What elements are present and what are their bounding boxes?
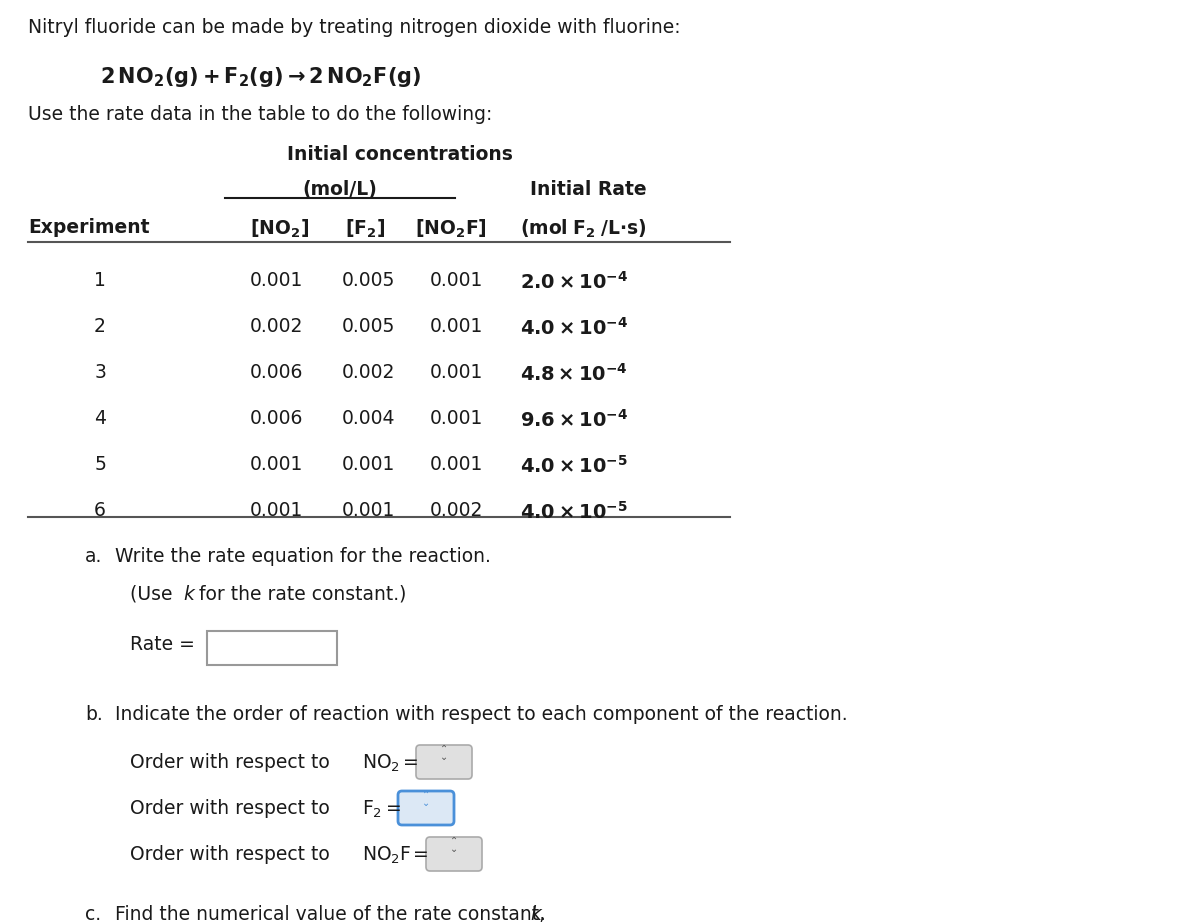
Text: Use the rate data in the table to do the following:: Use the rate data in the table to do the… <box>28 105 492 124</box>
Text: Rate =: Rate = <box>130 635 194 654</box>
Text: 5: 5 <box>94 455 106 474</box>
Text: ⌃
⌄: ⌃ ⌄ <box>422 790 430 809</box>
Text: $\mathbf{9.6\times 10^{-4}}$: $\mathbf{9.6\times 10^{-4}}$ <box>520 409 628 431</box>
Text: 0.005: 0.005 <box>342 271 395 290</box>
Text: $\mathrm{NO_2}$: $\mathrm{NO_2}$ <box>362 753 400 774</box>
Text: $\mathbf{4.0\times 10^{-5}}$: $\mathbf{4.0\times 10^{-5}}$ <box>520 455 628 477</box>
Text: $\mathbf{2\,NO_2(g) + F_2(g) \rightarrow 2\,NO_2F(g)}$: $\mathbf{2\,NO_2(g) + F_2(g) \rightarrow… <box>100 65 421 89</box>
Text: a.: a. <box>85 547 102 566</box>
Text: 0.001: 0.001 <box>430 271 484 290</box>
Text: b.: b. <box>85 705 103 724</box>
Text: Order with respect to: Order with respect to <box>130 753 336 772</box>
Text: $\mathbf{[NO_2]}$: $\mathbf{[NO_2]}$ <box>250 218 310 241</box>
Text: Initial Rate: Initial Rate <box>530 180 647 199</box>
Text: $\mathbf{4.8\times 10^{-4}}$: $\mathbf{4.8\times 10^{-4}}$ <box>520 363 628 384</box>
Text: $\mathbf{(mol\;F_2\;/L{\cdot}s)}$: $\mathbf{(mol\;F_2\;/L{\cdot}s)}$ <box>520 218 647 241</box>
Text: ⌃
⌄: ⌃ ⌄ <box>440 744 448 762</box>
Text: Order with respect to: Order with respect to <box>130 845 336 864</box>
Text: $\mathbf{4.0\times 10^{-4}}$: $\mathbf{4.0\times 10^{-4}}$ <box>520 317 628 339</box>
Text: =: = <box>397 753 419 772</box>
Text: 0.002: 0.002 <box>430 501 484 520</box>
Text: =: = <box>380 799 402 818</box>
Text: 1: 1 <box>94 271 106 290</box>
FancyBboxPatch shape <box>398 791 454 825</box>
Text: 3: 3 <box>94 363 106 382</box>
FancyBboxPatch shape <box>426 837 482 871</box>
Text: ⌃
⌄: ⌃ ⌄ <box>450 836 458 855</box>
Text: 0.001: 0.001 <box>342 455 395 474</box>
Text: Experiment: Experiment <box>28 218 150 237</box>
Text: $\mathbf{4.0\times 10^{-5}}$: $\mathbf{4.0\times 10^{-5}}$ <box>520 501 628 523</box>
Text: for the rate constant.): for the rate constant.) <box>193 585 407 604</box>
Text: 0.001: 0.001 <box>430 409 484 428</box>
Text: Nitryl fluoride can be made by treating nitrogen dioxide with fluorine:: Nitryl fluoride can be made by treating … <box>28 18 680 37</box>
Text: 0.001: 0.001 <box>250 271 304 290</box>
Text: 0.002: 0.002 <box>250 317 304 336</box>
Text: 0.005: 0.005 <box>342 317 395 336</box>
Text: $\mathbf{[NO_2F]}$: $\mathbf{[NO_2F]}$ <box>415 218 487 241</box>
Text: 0.001: 0.001 <box>430 455 484 474</box>
Text: 0.006: 0.006 <box>250 363 304 382</box>
Text: =: = <box>407 845 428 864</box>
FancyBboxPatch shape <box>416 745 472 779</box>
Text: 0.006: 0.006 <box>250 409 304 428</box>
Text: Find the numerical value of the rate constant,: Find the numerical value of the rate con… <box>115 905 551 922</box>
Text: .: . <box>540 905 546 922</box>
Text: 0.001: 0.001 <box>430 363 484 382</box>
Text: 6: 6 <box>94 501 106 520</box>
Text: k: k <box>182 585 194 604</box>
Text: $\mathrm{NO_2F}$: $\mathrm{NO_2F}$ <box>362 845 412 867</box>
Text: $\mathbf{2.0\times 10^{-4}}$: $\mathbf{2.0\times 10^{-4}}$ <box>520 271 628 293</box>
Text: k: k <box>530 905 541 922</box>
Text: 0.001: 0.001 <box>342 501 395 520</box>
Text: 4: 4 <box>94 409 106 428</box>
Text: 0.001: 0.001 <box>250 455 304 474</box>
Text: (mol/L): (mol/L) <box>302 180 378 199</box>
Text: 0.001: 0.001 <box>430 317 484 336</box>
Bar <box>208 631 337 665</box>
Text: c.: c. <box>85 905 101 922</box>
Text: 0.001: 0.001 <box>250 501 304 520</box>
Text: $\mathbf{[F_2]}$: $\mathbf{[F_2]}$ <box>346 218 385 241</box>
Text: 0.002: 0.002 <box>342 363 395 382</box>
Text: Order with respect to: Order with respect to <box>130 799 336 818</box>
Text: (Use: (Use <box>130 585 179 604</box>
Text: 0.004: 0.004 <box>342 409 396 428</box>
Text: $\mathrm{F_2}$: $\mathrm{F_2}$ <box>362 799 382 821</box>
Text: 2: 2 <box>94 317 106 336</box>
Text: Write the rate equation for the reaction.: Write the rate equation for the reaction… <box>115 547 491 566</box>
Text: Initial concentrations: Initial concentrations <box>287 145 512 164</box>
Text: Indicate the order of reaction with respect to each component of the reaction.: Indicate the order of reaction with resp… <box>115 705 847 724</box>
